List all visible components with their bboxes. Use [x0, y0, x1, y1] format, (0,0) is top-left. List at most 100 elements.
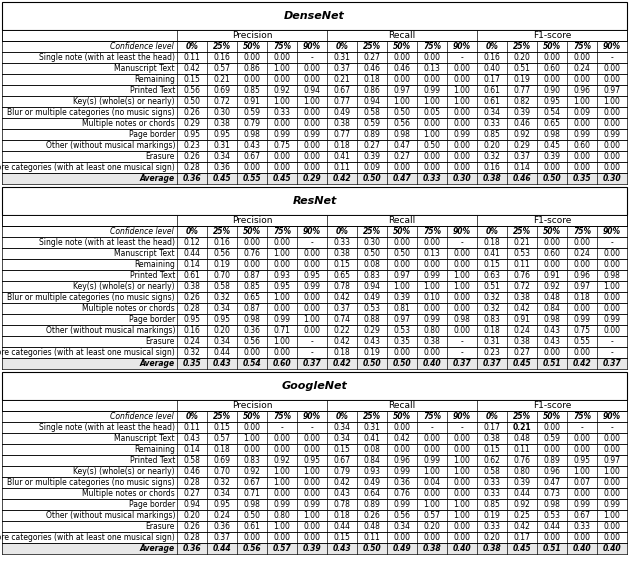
Text: -: - — [431, 423, 433, 432]
Text: 0.42: 0.42 — [513, 304, 531, 313]
Text: 0.99: 0.99 — [303, 282, 321, 291]
Text: Printed Text: Printed Text — [130, 456, 175, 465]
Text: Key(s) (whole(s) or nearly): Key(s) (whole(s) or nearly) — [74, 282, 175, 291]
Text: 0.30: 0.30 — [603, 174, 621, 183]
Text: 0.00: 0.00 — [273, 152, 291, 161]
Text: 0.17: 0.17 — [513, 533, 531, 542]
Text: 0.05: 0.05 — [424, 108, 440, 117]
Text: 0.94: 0.94 — [364, 97, 381, 106]
Text: 0.35: 0.35 — [182, 359, 202, 368]
Text: 0.21: 0.21 — [214, 75, 230, 84]
Text: 0.11: 0.11 — [364, 533, 380, 542]
Text: 75%: 75% — [423, 227, 441, 236]
Text: 0.98: 0.98 — [244, 500, 260, 509]
Text: 0.00: 0.00 — [273, 119, 291, 128]
Text: 0.40: 0.40 — [573, 544, 591, 553]
Text: 0.57: 0.57 — [424, 511, 440, 520]
Text: 0.00: 0.00 — [394, 163, 410, 172]
Text: 0.42: 0.42 — [333, 293, 351, 302]
Text: 0.00: 0.00 — [303, 64, 321, 73]
Text: 1.00: 1.00 — [454, 467, 470, 476]
Text: 0.99: 0.99 — [273, 315, 291, 324]
Text: 0.00: 0.00 — [273, 348, 291, 357]
Text: 0.19: 0.19 — [513, 75, 531, 84]
Text: 0.24: 0.24 — [573, 64, 591, 73]
Text: 0.82: 0.82 — [514, 97, 531, 106]
Bar — [2, 74, 627, 85]
Text: 0.95: 0.95 — [573, 456, 591, 465]
Text: 0.56: 0.56 — [394, 511, 410, 520]
Text: 0.56: 0.56 — [184, 86, 200, 95]
Text: 0.73: 0.73 — [543, 489, 561, 498]
Text: 0.98: 0.98 — [543, 315, 561, 324]
Text: 0.00: 0.00 — [604, 152, 621, 161]
Text: 0.00: 0.00 — [303, 119, 321, 128]
Text: 0.97: 0.97 — [604, 456, 621, 465]
Text: 0.00: 0.00 — [303, 445, 321, 454]
Text: 0.41: 0.41 — [484, 249, 500, 258]
Text: 1.00: 1.00 — [424, 97, 440, 106]
Text: 0%: 0% — [335, 227, 348, 236]
Text: 0.28: 0.28 — [184, 478, 200, 487]
Text: 0.00: 0.00 — [604, 489, 621, 498]
Text: 1.00: 1.00 — [273, 337, 291, 346]
Text: 0.00: 0.00 — [303, 522, 321, 531]
Text: 0.09: 0.09 — [573, 108, 591, 117]
Text: 0.47: 0.47 — [394, 141, 410, 150]
Text: 0.50: 0.50 — [243, 511, 260, 520]
Text: 0.00: 0.00 — [424, 260, 440, 269]
Text: 0.86: 0.86 — [364, 86, 380, 95]
Text: 0.50: 0.50 — [363, 174, 381, 183]
Text: 50%: 50% — [243, 42, 261, 51]
Text: 0.18: 0.18 — [214, 445, 230, 454]
Text: 0.04: 0.04 — [424, 478, 440, 487]
Text: 0.43: 0.43 — [364, 337, 381, 346]
Text: 0.44: 0.44 — [212, 544, 231, 553]
Text: 0.33: 0.33 — [483, 489, 500, 498]
Text: 0.88: 0.88 — [364, 315, 380, 324]
Text: Precision: Precision — [232, 31, 272, 40]
Text: 0.99: 0.99 — [573, 315, 591, 324]
Text: Manuscript Text: Manuscript Text — [115, 249, 175, 258]
Text: 1.00: 1.00 — [604, 97, 620, 106]
Text: 0.80: 0.80 — [513, 467, 531, 476]
Text: 0.70: 0.70 — [214, 271, 230, 280]
Text: 0.34: 0.34 — [214, 337, 230, 346]
Text: 0.97: 0.97 — [394, 271, 410, 280]
Text: 0.49: 0.49 — [364, 293, 381, 302]
Text: 0.00: 0.00 — [424, 238, 440, 247]
Text: 0.00: 0.00 — [394, 533, 410, 542]
Text: 0.00: 0.00 — [273, 75, 291, 84]
Text: 0.42: 0.42 — [333, 478, 351, 487]
Text: 0.95: 0.95 — [543, 97, 561, 106]
Text: 0%: 0% — [186, 227, 198, 236]
Text: 1.00: 1.00 — [273, 97, 291, 106]
Text: 0.00: 0.00 — [454, 64, 470, 73]
Bar — [2, 63, 627, 74]
Text: 0.21: 0.21 — [514, 238, 531, 247]
Text: 0.33: 0.33 — [483, 522, 500, 531]
Text: 0.34: 0.34 — [333, 423, 351, 432]
Text: 0.46: 0.46 — [513, 119, 531, 128]
Text: 0.34: 0.34 — [214, 489, 230, 498]
Text: -: - — [461, 423, 463, 432]
Text: 0.38: 0.38 — [513, 337, 531, 346]
Text: 0.95: 0.95 — [303, 456, 321, 465]
Bar — [2, 259, 627, 270]
Bar — [2, 118, 627, 129]
Text: 0.13: 0.13 — [424, 64, 440, 73]
Text: 0.26: 0.26 — [364, 511, 380, 520]
Text: 0.40: 0.40 — [452, 544, 471, 553]
Text: 0.34: 0.34 — [214, 304, 230, 313]
Bar — [2, 151, 627, 162]
Text: 0.28: 0.28 — [184, 304, 200, 313]
Bar — [2, 187, 627, 215]
Text: 90%: 90% — [603, 412, 621, 421]
Text: 90%: 90% — [453, 227, 471, 236]
Text: 1.00: 1.00 — [394, 97, 410, 106]
Text: 0.95: 0.95 — [184, 130, 200, 139]
Text: 0.98: 0.98 — [244, 315, 260, 324]
Text: 0.00: 0.00 — [573, 260, 591, 269]
Bar — [2, 521, 627, 532]
Text: 0.48: 0.48 — [364, 522, 380, 531]
